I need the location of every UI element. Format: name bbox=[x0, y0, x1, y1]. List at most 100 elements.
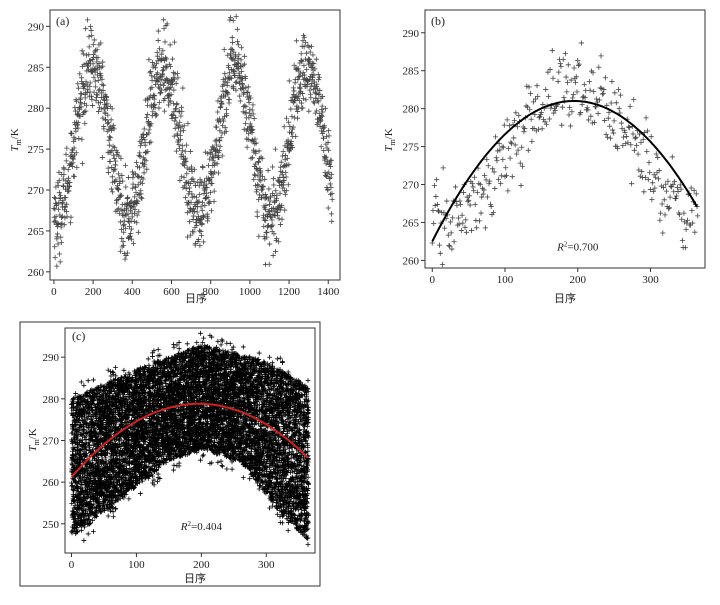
data-point bbox=[255, 158, 262, 165]
data-point bbox=[283, 115, 290, 121]
data-point bbox=[77, 113, 83, 120]
data-point bbox=[580, 94, 586, 100]
data-point bbox=[238, 64, 244, 70]
data-point bbox=[513, 110, 519, 116]
data-point bbox=[187, 148, 194, 155]
data-point bbox=[320, 109, 326, 115]
data-point bbox=[248, 155, 254, 161]
data-point bbox=[288, 106, 294, 112]
data-point bbox=[243, 110, 249, 116]
data-point bbox=[471, 174, 478, 180]
data-point bbox=[183, 158, 189, 164]
y-tick-label: 270 bbox=[403, 180, 420, 192]
data-point bbox=[295, 66, 301, 72]
data-point bbox=[582, 95, 588, 101]
data-point bbox=[140, 176, 146, 182]
data-point bbox=[269, 164, 276, 170]
data-point bbox=[319, 113, 325, 119]
data-point bbox=[595, 110, 601, 117]
data-point bbox=[620, 134, 627, 140]
data-point bbox=[172, 118, 178, 124]
data-point bbox=[284, 155, 290, 162]
data-point bbox=[308, 83, 314, 89]
data-point bbox=[142, 162, 148, 168]
data-point bbox=[260, 183, 266, 189]
data-point bbox=[54, 263, 60, 269]
data-point bbox=[59, 220, 65, 226]
data-point bbox=[327, 175, 333, 181]
data-point bbox=[482, 172, 488, 178]
data-point bbox=[82, 120, 88, 126]
data-point bbox=[113, 177, 119, 183]
data-point bbox=[675, 188, 681, 195]
data-point bbox=[233, 13, 239, 20]
data-point bbox=[547, 66, 553, 73]
data-point bbox=[56, 221, 62, 227]
data-point bbox=[478, 210, 484, 216]
data-point bbox=[327, 191, 334, 197]
data-point bbox=[132, 207, 138, 213]
data-point bbox=[161, 17, 167, 23]
data-point bbox=[591, 88, 597, 95]
data-point bbox=[525, 147, 531, 153]
data-point bbox=[691, 187, 697, 194]
data-point bbox=[75, 125, 81, 131]
data-point bbox=[117, 219, 124, 225]
data-point bbox=[519, 144, 525, 150]
data-point bbox=[254, 213, 260, 219]
data-point bbox=[215, 109, 221, 115]
data-point bbox=[123, 184, 129, 190]
data-point bbox=[86, 44, 92, 50]
data-point bbox=[454, 202, 460, 209]
data-point bbox=[134, 200, 140, 207]
data-point bbox=[115, 171, 121, 177]
data-point bbox=[262, 261, 269, 268]
data-point bbox=[131, 210, 138, 216]
data-point bbox=[264, 234, 270, 240]
data-point bbox=[105, 169, 111, 176]
data-point bbox=[83, 26, 89, 32]
data-point bbox=[116, 206, 122, 212]
data-point bbox=[291, 62, 297, 68]
data-point bbox=[129, 169, 136, 175]
data-point bbox=[463, 217, 469, 223]
x-tick-label: 300 bbox=[642, 274, 659, 286]
data-point bbox=[529, 138, 535, 144]
data-point bbox=[636, 131, 643, 137]
data-point bbox=[497, 147, 503, 153]
data-point bbox=[293, 106, 299, 112]
data-point bbox=[255, 183, 261, 189]
data-point bbox=[275, 212, 281, 219]
data-point bbox=[598, 53, 604, 59]
data-point bbox=[134, 212, 140, 218]
data-point bbox=[326, 169, 332, 175]
data-point bbox=[567, 104, 573, 110]
data-point bbox=[538, 109, 544, 116]
data-point bbox=[681, 210, 687, 216]
data-point bbox=[176, 145, 183, 151]
data-point bbox=[655, 176, 662, 182]
data-point bbox=[151, 102, 157, 108]
data-point bbox=[596, 97, 603, 103]
data-point bbox=[245, 136, 251, 143]
data-point bbox=[250, 137, 256, 143]
data-point bbox=[471, 188, 477, 194]
data-point bbox=[484, 156, 490, 162]
data-point bbox=[132, 184, 139, 190]
data-point bbox=[521, 129, 527, 135]
data-point bbox=[92, 78, 98, 84]
data-point bbox=[658, 210, 664, 216]
data-point bbox=[98, 72, 104, 79]
data-point bbox=[73, 128, 79, 134]
data-point bbox=[448, 230, 454, 236]
data-point bbox=[290, 85, 296, 91]
data-point bbox=[586, 79, 592, 85]
data-point bbox=[645, 176, 651, 183]
data-point bbox=[318, 144, 324, 150]
data-point bbox=[616, 106, 622, 112]
data-point bbox=[673, 195, 679, 202]
data-point bbox=[622, 129, 628, 136]
data-point bbox=[191, 193, 197, 199]
data-point bbox=[76, 135, 82, 142]
data-point bbox=[160, 48, 166, 54]
